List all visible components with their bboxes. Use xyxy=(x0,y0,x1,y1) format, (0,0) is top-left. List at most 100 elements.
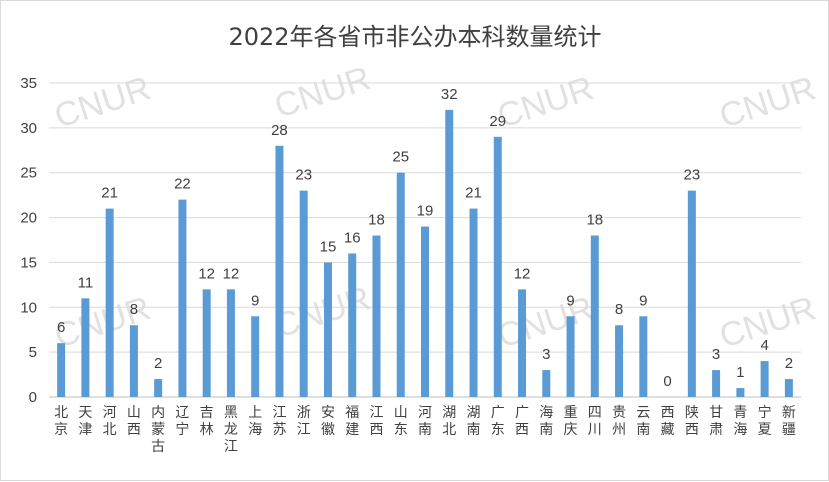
x-category-label: 四川 xyxy=(588,405,602,438)
bar xyxy=(202,289,211,397)
data-label: 23 xyxy=(295,167,312,184)
watermark-text: CNUR xyxy=(50,69,155,135)
data-label: 29 xyxy=(489,113,506,130)
x-category-label: 安徽 xyxy=(321,405,335,438)
data-label: 18 xyxy=(586,212,603,229)
x-category-label: 浙江 xyxy=(297,405,311,438)
x-category-label: 西藏 xyxy=(661,405,675,438)
data-label: 8 xyxy=(130,301,138,318)
bar xyxy=(566,316,575,397)
x-category-label: 云南 xyxy=(636,405,650,438)
data-label: 21 xyxy=(101,185,118,202)
bar xyxy=(445,109,454,398)
x-category-label: 广西 xyxy=(515,405,529,438)
watermark-text: CNUR xyxy=(715,69,820,135)
watermark-text: CNUR xyxy=(493,69,598,135)
bar xyxy=(348,253,357,397)
y-tick-label: 35 xyxy=(20,75,37,92)
bar xyxy=(469,208,478,397)
x-category-label: 陕西 xyxy=(685,405,699,438)
bar xyxy=(57,343,66,397)
bar xyxy=(396,172,405,397)
x-category-label: 贵州 xyxy=(612,405,626,438)
bar xyxy=(154,379,163,397)
data-label: 9 xyxy=(251,292,259,309)
x-category-label: 湖北 xyxy=(442,405,456,438)
x-category-label: 天津 xyxy=(78,405,92,438)
x-category-label: 北京 xyxy=(54,405,68,438)
x-category-label: 海南 xyxy=(539,405,553,438)
x-category-label: 江苏 xyxy=(272,405,286,438)
bar xyxy=(784,379,793,397)
data-label: 18 xyxy=(368,212,385,229)
x-category-label: 山西 xyxy=(127,405,141,438)
x-category-label: 河北 xyxy=(103,405,117,438)
x-category-label: 吉林 xyxy=(200,405,214,438)
y-axis: 0 5 10 15 20 25 30 35 xyxy=(20,75,37,406)
bar xyxy=(518,289,527,397)
y-tick-label: 20 xyxy=(20,210,37,227)
data-label: 15 xyxy=(320,238,337,255)
data-label: 3 xyxy=(712,346,720,363)
bar xyxy=(226,289,235,397)
bar xyxy=(299,190,308,397)
bar xyxy=(105,208,114,397)
data-label: 19 xyxy=(417,203,434,220)
y-tick-label: 15 xyxy=(20,254,37,271)
x-category-label: 青海 xyxy=(733,405,747,438)
bar xyxy=(493,136,502,398)
bar xyxy=(421,226,429,397)
data-label: 4 xyxy=(760,337,768,354)
data-label: 3 xyxy=(542,346,550,363)
y-tick-label: 25 xyxy=(20,165,37,182)
data-label: 22 xyxy=(174,176,191,193)
data-label: 12 xyxy=(198,265,215,282)
bar xyxy=(590,235,599,397)
x-category-label: 甘肃 xyxy=(709,405,723,438)
data-label: 32 xyxy=(441,86,458,103)
data-label: 2 xyxy=(154,355,162,372)
bar xyxy=(736,388,745,397)
x-category-label: 江西 xyxy=(369,405,383,438)
data-label: 0 xyxy=(663,373,671,390)
data-label: 12 xyxy=(223,265,240,282)
data-label: 28 xyxy=(271,122,288,139)
bar xyxy=(251,316,260,397)
bar xyxy=(372,235,381,397)
x-category-label: 内蒙古 xyxy=(151,405,165,455)
bar xyxy=(129,325,138,397)
x-category-label: 上海 xyxy=(248,405,262,438)
x-category-label: 河南 xyxy=(418,405,432,438)
y-tick-label: 10 xyxy=(20,299,37,316)
data-label: 2 xyxy=(785,355,793,372)
x-category-label: 湖南 xyxy=(467,405,481,438)
y-tick-label: 30 xyxy=(20,120,37,137)
bars xyxy=(57,109,793,398)
data-label: 1 xyxy=(736,364,744,381)
watermark-text: CNUR xyxy=(270,59,375,125)
y-tick-label: 5 xyxy=(29,344,37,361)
bar xyxy=(687,190,696,397)
data-label: 25 xyxy=(392,149,409,166)
data-label: 12 xyxy=(514,265,531,282)
bar xyxy=(81,298,90,397)
bar xyxy=(542,370,551,397)
data-label: 11 xyxy=(78,274,94,291)
bar xyxy=(760,361,769,397)
data-label: 21 xyxy=(465,185,482,202)
y-tick-label: 0 xyxy=(29,389,37,406)
data-label: 8 xyxy=(615,301,623,318)
x-category-label: 黑龙江 xyxy=(224,405,238,455)
x-category-label: 重庆 xyxy=(564,405,578,438)
x-category-label: 辽宁 xyxy=(175,405,189,438)
watermark-text: CNUR xyxy=(270,279,375,345)
data-label: 16 xyxy=(344,229,361,246)
bar xyxy=(712,370,721,397)
bar xyxy=(615,325,624,397)
bar xyxy=(323,262,332,397)
bar xyxy=(275,145,284,397)
